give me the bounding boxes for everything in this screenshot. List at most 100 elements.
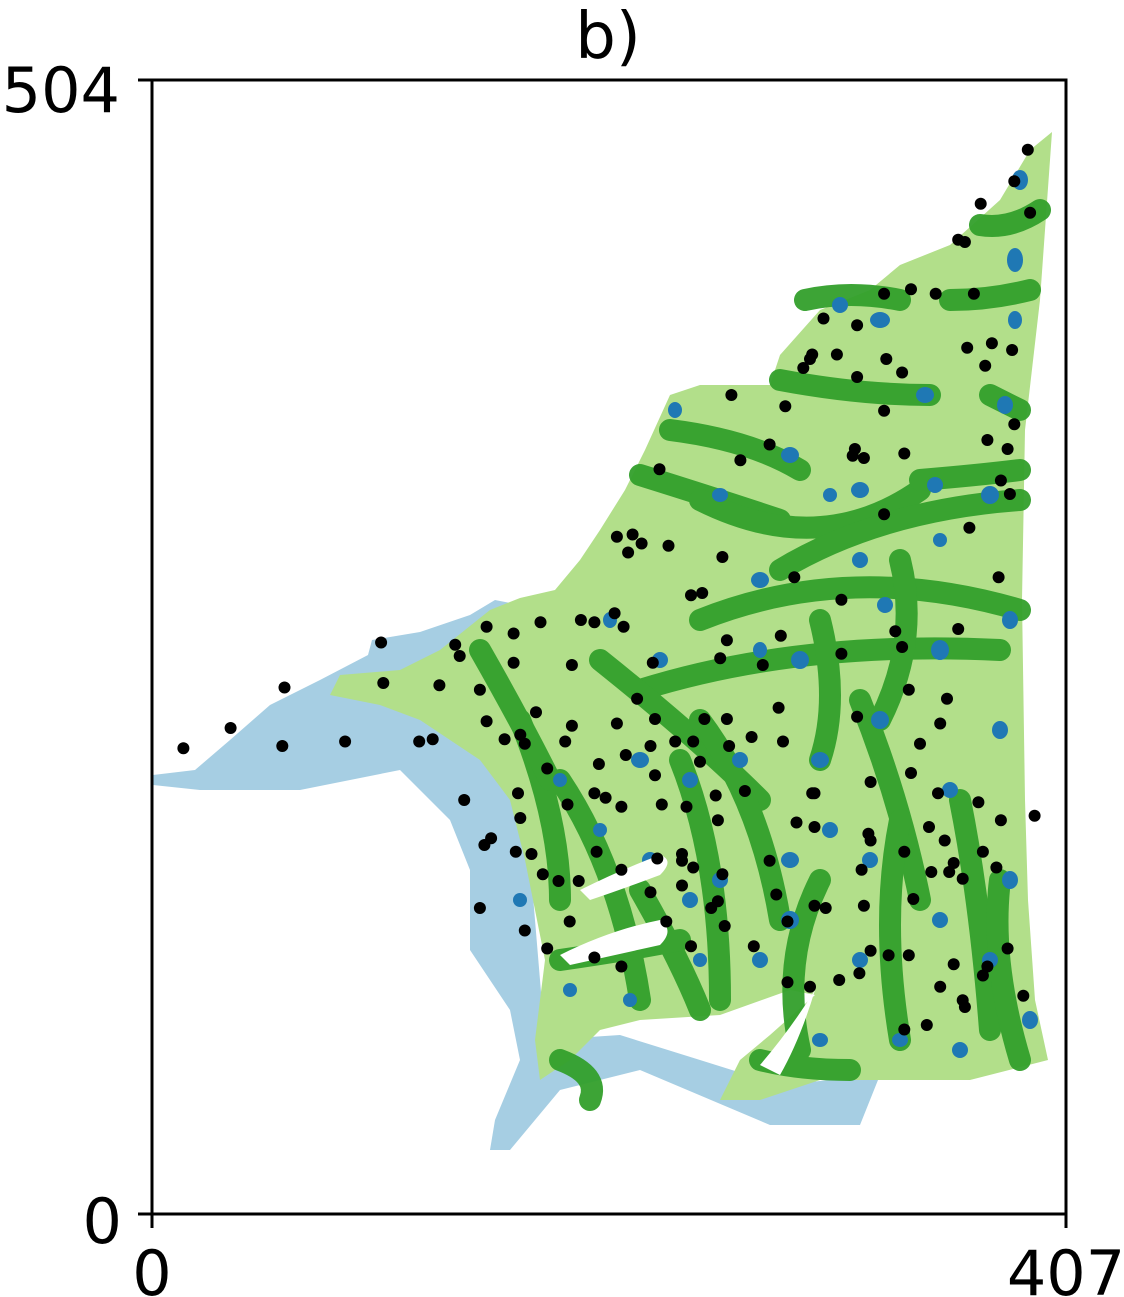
sample-point bbox=[552, 875, 565, 887]
sample-point bbox=[923, 821, 935, 833]
sample-point bbox=[574, 614, 587, 626]
sample-point bbox=[734, 454, 747, 467]
sample-point bbox=[644, 740, 657, 752]
sample-point bbox=[770, 888, 783, 901]
sample-point bbox=[905, 283, 917, 296]
sample-point bbox=[848, 443, 861, 455]
sample-point bbox=[985, 337, 998, 350]
sample-point bbox=[929, 287, 942, 300]
sample-point bbox=[655, 798, 668, 811]
sample-point bbox=[617, 620, 630, 633]
sample-point bbox=[774, 629, 787, 642]
sample-point bbox=[920, 1019, 933, 1031]
sample-point bbox=[615, 863, 628, 876]
sample-point bbox=[518, 737, 531, 750]
sample-point bbox=[662, 539, 675, 552]
sample-point bbox=[958, 1001, 971, 1013]
sample-point bbox=[790, 816, 803, 829]
sample-point bbox=[878, 287, 891, 300]
sample-point bbox=[857, 899, 870, 912]
sample-point bbox=[377, 677, 390, 689]
sample-point bbox=[961, 341, 974, 354]
sample-point bbox=[992, 571, 1005, 584]
sample-point bbox=[590, 845, 603, 858]
sample-point bbox=[518, 924, 531, 937]
sample-point bbox=[781, 915, 794, 928]
sample-point bbox=[817, 312, 830, 325]
sample-point bbox=[990, 861, 1003, 874]
sample-point bbox=[905, 767, 917, 779]
sample-point bbox=[339, 735, 352, 748]
sample-point bbox=[779, 400, 792, 413]
sample-point bbox=[1001, 942, 1014, 955]
sample-point bbox=[851, 371, 864, 383]
sample-point bbox=[1017, 989, 1030, 1002]
sample-point bbox=[725, 389, 738, 401]
sample-point bbox=[941, 692, 953, 705]
sample-point bbox=[853, 967, 866, 980]
sample-point bbox=[694, 755, 706, 768]
sample-point bbox=[709, 789, 722, 802]
sample-point bbox=[651, 852, 664, 865]
sample-point bbox=[720, 713, 733, 725]
sample-point bbox=[925, 866, 938, 878]
sample-point bbox=[565, 659, 578, 671]
sample-point bbox=[952, 623, 965, 635]
sample-point bbox=[588, 787, 601, 800]
sample-point bbox=[626, 528, 639, 541]
sample-point bbox=[819, 902, 832, 914]
sample-point bbox=[979, 359, 992, 372]
sample-point bbox=[745, 731, 758, 743]
sample-point bbox=[676, 879, 688, 892]
sample-point bbox=[653, 463, 666, 476]
sample-point bbox=[994, 814, 1007, 827]
sample-point bbox=[1006, 344, 1019, 356]
water-area bbox=[153, 600, 880, 1150]
sample-point bbox=[478, 839, 491, 851]
sample-point bbox=[808, 899, 821, 912]
sample-point bbox=[433, 679, 446, 692]
sample-point bbox=[530, 706, 542, 719]
sample-point bbox=[788, 571, 801, 584]
sample-point bbox=[763, 438, 776, 451]
sample-point bbox=[747, 940, 760, 953]
sample-point bbox=[622, 546, 635, 559]
sample-point bbox=[698, 713, 711, 725]
sample-point bbox=[619, 749, 632, 761]
sample-point bbox=[610, 717, 623, 730]
sample-point bbox=[561, 798, 574, 811]
sample-point bbox=[994, 474, 1007, 487]
sample-point bbox=[615, 960, 628, 973]
sample-point bbox=[756, 659, 769, 671]
sample-point bbox=[835, 593, 848, 606]
sample-point bbox=[898, 447, 911, 460]
sample-point bbox=[458, 794, 471, 806]
sample-point bbox=[889, 625, 902, 638]
sample-point bbox=[646, 656, 659, 669]
sample-point bbox=[864, 776, 877, 788]
sample-point bbox=[808, 821, 821, 833]
sample-point bbox=[669, 735, 682, 748]
sample-point bbox=[718, 920, 731, 932]
sample-point bbox=[896, 366, 909, 379]
sample-point bbox=[878, 508, 891, 521]
sample-point bbox=[738, 785, 751, 797]
sample-point bbox=[947, 958, 960, 971]
sample-point bbox=[956, 872, 969, 885]
sample-point bbox=[967, 287, 980, 300]
sample-point bbox=[851, 710, 864, 723]
sample-point bbox=[635, 537, 648, 550]
sample-point bbox=[716, 868, 729, 881]
sample-point bbox=[1003, 488, 1016, 500]
panel-title: b) bbox=[575, 0, 641, 74]
sample-point bbox=[610, 530, 623, 543]
y-tick-label-bottom: 0 bbox=[83, 1185, 122, 1258]
sample-point bbox=[878, 404, 891, 417]
sample-point bbox=[588, 616, 601, 629]
sample-point bbox=[914, 737, 926, 750]
sample-point bbox=[851, 319, 864, 332]
sample-point bbox=[882, 949, 895, 962]
sample-point bbox=[696, 587, 709, 599]
sample-point bbox=[720, 634, 733, 647]
